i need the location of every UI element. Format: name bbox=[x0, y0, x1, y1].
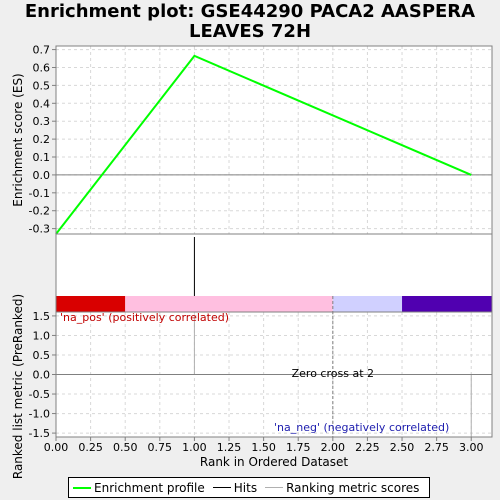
es-y-tick-label: -0.3 bbox=[29, 223, 50, 236]
color-bar-segment bbox=[56, 296, 126, 312]
es-y-tick-label: 0.7 bbox=[33, 44, 51, 57]
metric-y-tick-label: -1.0 bbox=[29, 408, 50, 421]
legend-label: Ranking metric scores bbox=[286, 480, 420, 495]
x-tick-label: 1.00 bbox=[182, 441, 207, 454]
metric-y-axis-label: Ranked list metric (PreRanked) bbox=[11, 294, 25, 479]
color-bar-segment bbox=[402, 296, 492, 312]
legend-swatch bbox=[73, 486, 91, 489]
legend-swatch bbox=[265, 487, 284, 488]
x-tick-label: 0.50 bbox=[113, 441, 138, 454]
x-tick-label: 2.75 bbox=[424, 441, 449, 454]
es-y-axis-label: Enrichment score (ES) bbox=[11, 73, 25, 206]
es-panel-bg bbox=[56, 46, 492, 234]
es-y-tick-label: 0.3 bbox=[33, 115, 51, 128]
es-y-tick-label: 0.6 bbox=[33, 61, 51, 74]
es-y-tick-label: 0.5 bbox=[33, 79, 51, 92]
x-tick-label: 2.00 bbox=[321, 441, 346, 454]
es-y-tick-label: -0.2 bbox=[29, 205, 50, 218]
legend-item: Hits bbox=[212, 480, 258, 495]
x-tick-label: 1.50 bbox=[251, 441, 276, 454]
es-y-tick-label: -0.1 bbox=[29, 187, 50, 200]
metric-y-tick-label: -0.5 bbox=[29, 388, 50, 401]
metric-y-tick-label: 1.5 bbox=[33, 310, 51, 323]
negative-correlation-label: 'na_neg' (negatively correlated) bbox=[274, 421, 449, 434]
x-tick-label: 0.00 bbox=[44, 441, 69, 454]
legend: Enrichment profile Hits Ranking metric sco… bbox=[68, 477, 430, 498]
es-y-tick-label: 0.2 bbox=[33, 133, 51, 146]
x-tick-label: 0.75 bbox=[148, 441, 173, 454]
chart-title-line: LEAVES 72H bbox=[188, 21, 312, 42]
legend-item: Enrichment profile bbox=[73, 481, 205, 495]
x-tick-label: 0.25 bbox=[78, 441, 103, 454]
x-tick-label: 1.25 bbox=[217, 441, 242, 454]
color-bar-segment bbox=[125, 296, 333, 312]
hits-panel-bg bbox=[56, 234, 492, 296]
legend-swatch bbox=[212, 487, 231, 488]
x-tick-label: 3.00 bbox=[459, 441, 484, 454]
legend-label: Hits bbox=[233, 480, 258, 495]
metric-y-tick-label: 1.0 bbox=[33, 329, 51, 342]
legend-label: Enrichment profile bbox=[94, 480, 205, 495]
color-bar-segment bbox=[332, 296, 403, 312]
es-y-tick-label: 0.0 bbox=[33, 169, 51, 182]
legend-item: Ranking metric scores bbox=[265, 481, 419, 495]
x-tick-label: 2.25 bbox=[355, 441, 380, 454]
enrichment-profile-line bbox=[55, 54, 472, 235]
positive-correlation-label: 'na_pos' (positively correlated) bbox=[60, 311, 229, 324]
metric-y-tick-label: -1.5 bbox=[29, 427, 50, 440]
zero-cross-label: Zero cross at 2 bbox=[292, 367, 374, 380]
chart-title-line: Enrichment plot: GSE44290 PACA2 AASPERA bbox=[24, 1, 476, 22]
metric-y-tick-label: 0.5 bbox=[33, 349, 51, 362]
es-y-tick-label: 0.1 bbox=[33, 151, 51, 164]
x-tick-label: 1.75 bbox=[286, 441, 311, 454]
x-tick-label: 2.50 bbox=[390, 441, 415, 454]
metric-y-tick-label: 0.0 bbox=[33, 369, 51, 382]
chart-title: Enrichment plot: GSE44290 PACA2 AASPERA L… bbox=[0, 2, 500, 42]
es-y-tick-label: 0.4 bbox=[33, 97, 51, 110]
x-axis-label: Rank in Ordered Dataset bbox=[200, 455, 348, 469]
